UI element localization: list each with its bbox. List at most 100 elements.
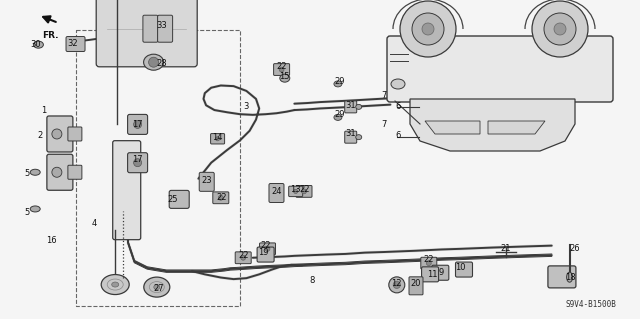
Text: 22: 22 xyxy=(260,241,271,250)
FancyBboxPatch shape xyxy=(68,165,82,179)
Circle shape xyxy=(265,246,270,251)
Ellipse shape xyxy=(143,54,164,70)
Text: 4: 4 xyxy=(92,219,97,228)
Ellipse shape xyxy=(334,115,342,120)
Ellipse shape xyxy=(30,169,40,175)
Text: 26: 26 xyxy=(570,244,580,253)
FancyBboxPatch shape xyxy=(269,183,284,203)
Circle shape xyxy=(134,159,141,167)
Circle shape xyxy=(422,23,434,35)
Text: 27: 27 xyxy=(154,284,164,293)
Text: 12: 12 xyxy=(392,279,402,288)
Text: 22: 22 xyxy=(300,185,310,194)
Polygon shape xyxy=(425,121,480,134)
Polygon shape xyxy=(488,121,545,134)
Text: 19: 19 xyxy=(259,248,269,256)
Ellipse shape xyxy=(112,282,118,287)
Text: 11: 11 xyxy=(427,270,437,279)
Text: 31: 31 xyxy=(346,101,356,110)
FancyBboxPatch shape xyxy=(548,266,576,288)
Ellipse shape xyxy=(566,272,573,282)
Text: 13: 13 xyxy=(291,185,301,194)
Circle shape xyxy=(148,57,159,67)
Text: 31: 31 xyxy=(346,130,356,138)
Text: 17: 17 xyxy=(132,155,143,164)
Text: 29: 29 xyxy=(334,77,344,86)
Ellipse shape xyxy=(33,41,44,48)
Circle shape xyxy=(389,277,405,293)
Bar xyxy=(76,30,240,306)
Text: 18: 18 xyxy=(566,273,576,282)
Text: 15: 15 xyxy=(280,72,290,81)
FancyBboxPatch shape xyxy=(96,0,197,67)
Circle shape xyxy=(393,281,401,288)
FancyBboxPatch shape xyxy=(68,127,82,141)
Text: 22: 22 xyxy=(216,193,227,202)
Text: 5: 5 xyxy=(24,208,29,217)
Text: 30: 30 xyxy=(30,40,40,49)
Circle shape xyxy=(554,23,566,35)
Text: 10: 10 xyxy=(456,263,466,272)
Circle shape xyxy=(52,129,62,139)
Text: 28: 28 xyxy=(156,59,166,68)
FancyBboxPatch shape xyxy=(211,134,225,144)
Text: 16: 16 xyxy=(46,236,56,245)
Text: 14: 14 xyxy=(212,133,223,142)
FancyBboxPatch shape xyxy=(422,267,438,282)
FancyArrowPatch shape xyxy=(43,16,56,22)
Circle shape xyxy=(241,255,246,260)
FancyBboxPatch shape xyxy=(47,116,73,152)
FancyBboxPatch shape xyxy=(274,64,290,75)
Text: 9: 9 xyxy=(439,268,444,277)
Text: 22: 22 xyxy=(276,63,287,71)
Text: 33: 33 xyxy=(156,21,166,30)
FancyBboxPatch shape xyxy=(157,15,173,42)
FancyBboxPatch shape xyxy=(143,15,158,42)
Ellipse shape xyxy=(144,277,170,297)
Circle shape xyxy=(279,67,284,72)
Text: 3: 3 xyxy=(244,102,249,111)
FancyBboxPatch shape xyxy=(169,190,189,208)
Ellipse shape xyxy=(154,285,160,290)
FancyBboxPatch shape xyxy=(257,247,274,262)
FancyBboxPatch shape xyxy=(432,265,449,280)
Ellipse shape xyxy=(30,206,40,212)
Text: 8: 8 xyxy=(309,276,314,285)
Ellipse shape xyxy=(391,79,405,89)
FancyBboxPatch shape xyxy=(421,257,437,269)
Text: 6: 6 xyxy=(396,102,401,111)
Text: 17: 17 xyxy=(132,120,143,129)
FancyBboxPatch shape xyxy=(236,252,251,263)
Ellipse shape xyxy=(356,135,362,140)
FancyBboxPatch shape xyxy=(387,36,613,102)
Text: 1: 1 xyxy=(41,106,46,115)
FancyBboxPatch shape xyxy=(289,186,303,197)
Text: 29: 29 xyxy=(334,110,344,119)
FancyBboxPatch shape xyxy=(47,154,73,190)
Text: 22: 22 xyxy=(238,251,248,260)
FancyBboxPatch shape xyxy=(127,115,148,134)
Circle shape xyxy=(294,189,298,194)
Circle shape xyxy=(412,13,444,45)
Text: FR.: FR. xyxy=(42,31,59,40)
FancyBboxPatch shape xyxy=(260,243,275,255)
FancyBboxPatch shape xyxy=(199,172,214,191)
Circle shape xyxy=(532,1,588,57)
Circle shape xyxy=(400,1,456,57)
FancyBboxPatch shape xyxy=(409,277,423,295)
Text: 5: 5 xyxy=(24,169,29,178)
Text: 7: 7 xyxy=(381,91,387,100)
Ellipse shape xyxy=(334,81,342,87)
FancyBboxPatch shape xyxy=(113,141,141,240)
FancyBboxPatch shape xyxy=(345,131,356,143)
Text: 21: 21 xyxy=(500,244,511,253)
FancyBboxPatch shape xyxy=(296,186,312,197)
FancyBboxPatch shape xyxy=(345,101,356,113)
Circle shape xyxy=(134,120,141,129)
FancyBboxPatch shape xyxy=(456,262,472,277)
Circle shape xyxy=(301,189,307,194)
Circle shape xyxy=(218,195,223,200)
Text: 25: 25 xyxy=(168,195,178,204)
Circle shape xyxy=(216,137,220,141)
Text: 20: 20 xyxy=(411,279,421,288)
